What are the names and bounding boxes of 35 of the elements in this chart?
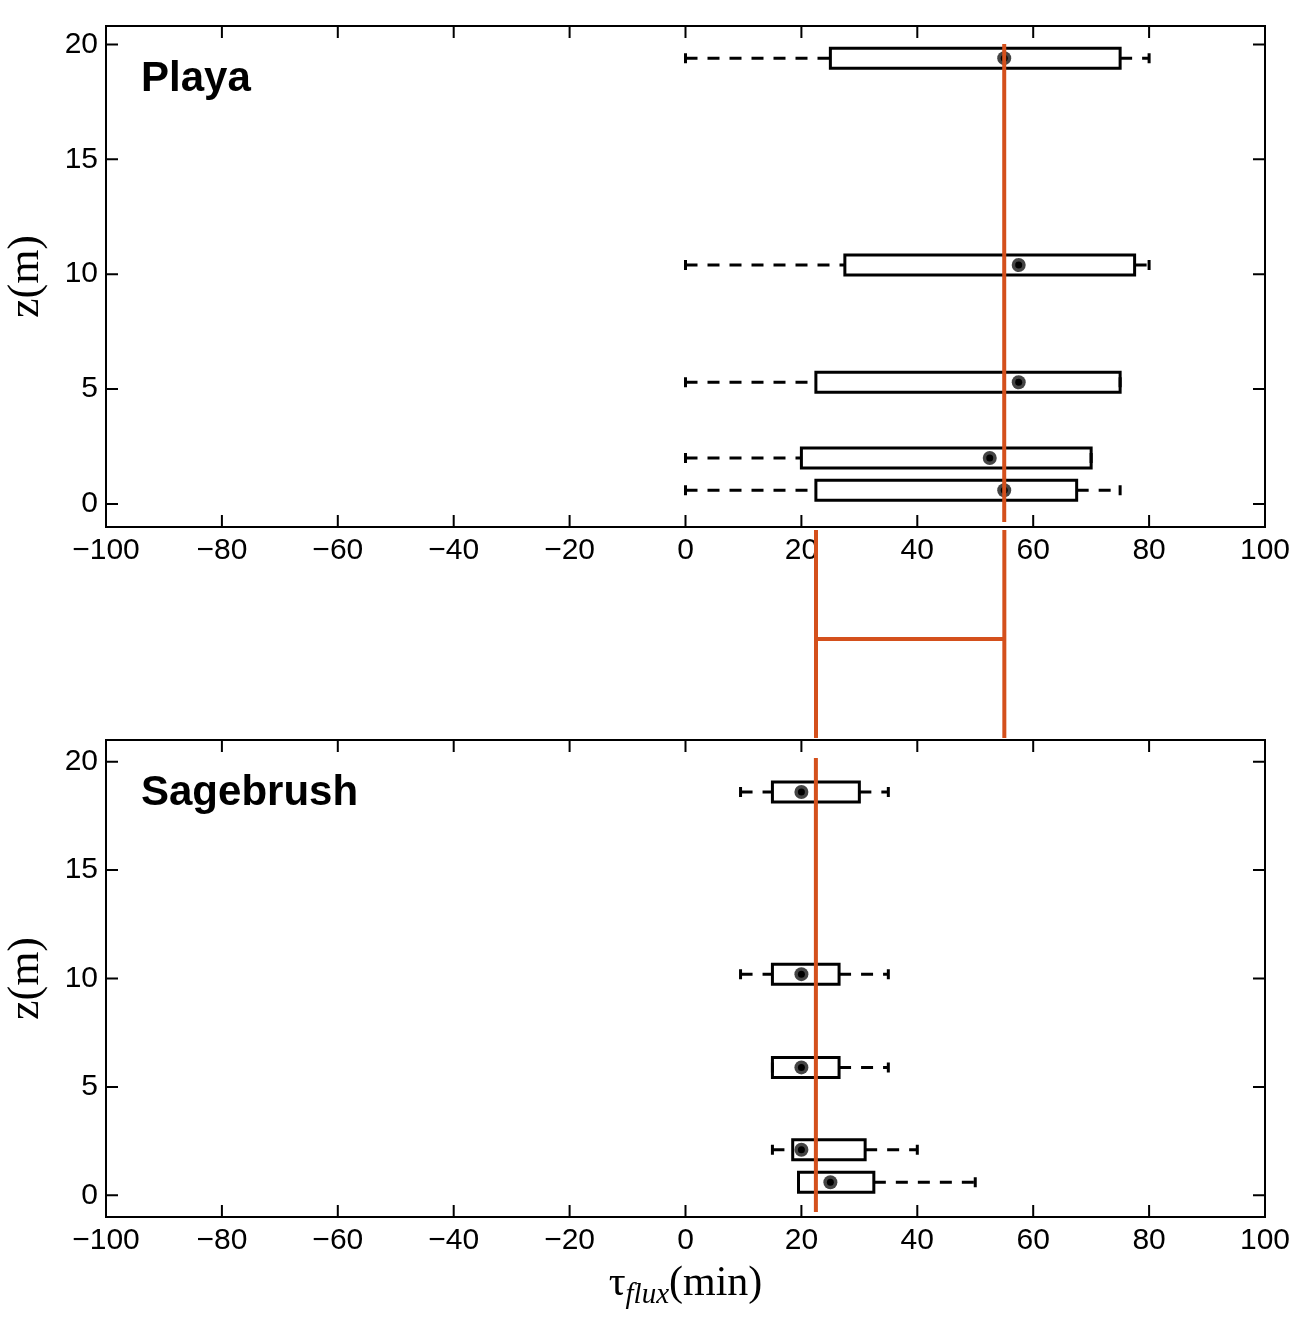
x-tick-label: 100 xyxy=(1239,532,1291,566)
x-tick-label: 40 xyxy=(900,1222,934,1256)
y-tick-label: 20 xyxy=(64,742,98,776)
y-tick-label: 5 xyxy=(81,1068,98,1102)
x-tick-label: −60 xyxy=(312,532,364,566)
x-tick-label: −40 xyxy=(428,532,480,566)
x-tick-label: −80 xyxy=(196,1222,248,1256)
y-tick-label: 20 xyxy=(64,25,98,59)
y-axis-title: z(m) xyxy=(0,936,48,1021)
x-tick-label: −40 xyxy=(428,1222,480,1256)
x-tick-label: −60 xyxy=(312,1222,364,1256)
x-tick-label: 60 xyxy=(1016,1222,1050,1256)
x-tick-label: −80 xyxy=(196,532,248,566)
y-tick-label: 15 xyxy=(64,140,98,174)
x-tick-label: 100 xyxy=(1239,1222,1291,1256)
y-tick-label: 10 xyxy=(64,959,98,993)
x-tick-label: −20 xyxy=(544,1222,596,1256)
x-tick-label: 80 xyxy=(1132,1222,1166,1256)
y-tick-label: 5 xyxy=(81,370,98,404)
x-tick-label: −20 xyxy=(544,532,596,566)
x-tick-label: 20 xyxy=(784,1222,819,1256)
x-tick-label: −100 xyxy=(72,1222,140,1256)
x-tick-label: 80 xyxy=(1132,532,1166,566)
x-tick-label: 0 xyxy=(677,1222,694,1256)
annotation: Playa xyxy=(141,52,252,100)
x-tick-label: 60 xyxy=(1016,532,1050,566)
y-tick-label: 0 xyxy=(81,1176,98,1210)
y-tick-label: 10 xyxy=(64,255,98,289)
annotation: Sagebrush xyxy=(141,766,359,814)
y-axis-title: z(m) xyxy=(0,234,48,319)
x-tick-label: −100 xyxy=(72,532,140,566)
y-tick-label: 15 xyxy=(64,851,98,885)
x-tick-label: 0 xyxy=(677,532,694,566)
y-tick-label: 0 xyxy=(81,485,98,519)
x-tick-label: 40 xyxy=(900,532,934,566)
